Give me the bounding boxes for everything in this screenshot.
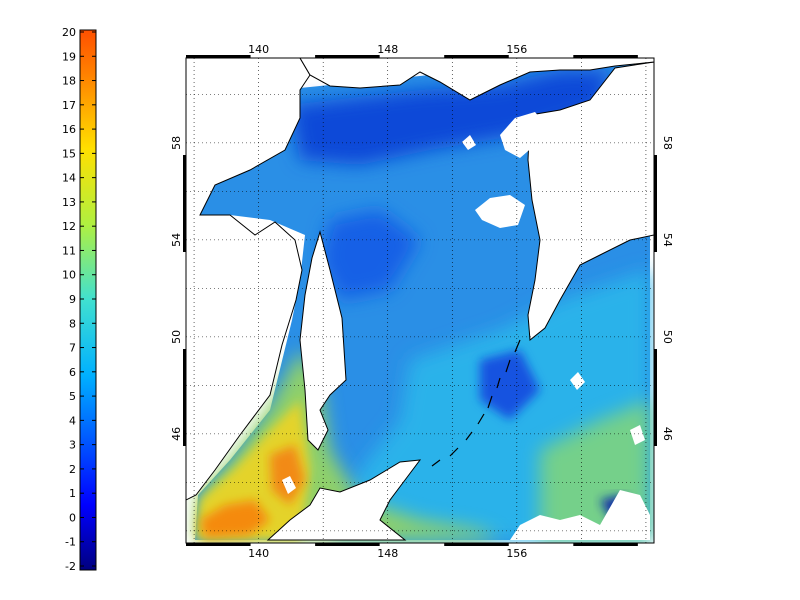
lat-label-right: 58 <box>661 136 674 150</box>
frame-segment <box>573 55 638 58</box>
frame-segment <box>654 155 657 252</box>
lon-label-bottom: 156 <box>506 547 527 560</box>
colorbar-tick-label: 1 <box>69 487 76 500</box>
colorbar-tick-label: -1 <box>65 536 76 549</box>
colorbar-tick-label: 2 <box>69 463 76 476</box>
lon-label-bottom: 148 <box>377 547 398 560</box>
ocean-cold-kuril <box>480 350 540 420</box>
colorbar-tick-label: 18 <box>62 75 76 88</box>
map-frame <box>185 57 655 544</box>
missing-data <box>282 112 650 540</box>
kuril-islands <box>431 339 521 467</box>
sst-field <box>186 58 654 543</box>
lon-label-top: 148 <box>377 43 398 56</box>
colorbar-tick-label: 0 <box>69 511 76 524</box>
map-panel: 140 140 148 148 156 156 58 58 54 54 50 50 46 46 <box>170 43 674 560</box>
lon-label-top: 156 <box>506 43 527 56</box>
hokkaido <box>266 459 422 541</box>
colorbar-tick-label: 14 <box>62 172 76 185</box>
ocean-yellow <box>196 400 310 540</box>
lat-label-right: 50 <box>661 330 674 344</box>
colorbar-tick-label: 6 <box>69 366 76 379</box>
land <box>186 58 654 541</box>
frame-segment <box>186 55 251 58</box>
colorbar-tick-label: 17 <box>62 99 76 112</box>
colorbar-tick-label: 11 <box>62 244 76 257</box>
colorbar-ramp <box>79 29 97 571</box>
lat-label-right: 46 <box>661 427 674 441</box>
ocean-cold-center <box>320 210 420 300</box>
colorbar-tick-label: 4 <box>69 414 76 427</box>
ocean-orange-1 <box>200 500 270 538</box>
lat-label-left: 46 <box>170 427 183 441</box>
colorbar-tick-label: 7 <box>69 342 76 355</box>
colorbar-tick-label: 13 <box>62 196 76 209</box>
gridlines <box>186 58 654 543</box>
colorbar-tick-label: 10 <box>62 269 76 282</box>
colorbar-tick-label: 12 <box>62 220 76 233</box>
axis-labels: 140 140 148 148 156 156 58 58 54 54 50 50 46 46 <box>170 43 674 560</box>
north-coast <box>299 58 654 101</box>
frame-segment <box>183 155 186 252</box>
lon-label-bottom: 140 <box>248 547 269 560</box>
ocean-cold-north <box>290 70 610 165</box>
colorbar-tick-label: 3 <box>69 439 76 452</box>
mainland-asia <box>186 58 311 501</box>
sakhalin <box>299 230 347 451</box>
lat-label-left: 58 <box>170 136 183 150</box>
colorbar-tick-label: 16 <box>62 123 76 136</box>
colorbar-tick-label: 8 <box>69 317 76 330</box>
colorbar-tick-label: 9 <box>69 293 76 306</box>
colorbar-tick-label: 19 <box>62 50 76 63</box>
frame-segment <box>573 543 638 546</box>
lon-label-top: 140 <box>248 43 269 56</box>
lat-label-left: 50 <box>170 330 183 344</box>
frame-segment <box>186 543 251 546</box>
frame-segment <box>444 55 509 58</box>
kamchatka <box>527 61 654 341</box>
frame-segment <box>315 543 380 546</box>
frame-segment <box>315 55 380 58</box>
lat-label-right: 54 <box>661 233 674 247</box>
map-border-ticks <box>183 55 657 546</box>
frame-segment <box>444 543 509 546</box>
frame-segment <box>183 349 186 446</box>
colorbar-tick-label: 15 <box>62 147 76 160</box>
colorbar-tick-label: 5 <box>69 390 76 403</box>
lat-label-left: 54 <box>170 233 183 247</box>
colorbar-tick-label: 20 <box>62 26 76 39</box>
colorbar-tick-label: -2 <box>65 560 76 573</box>
frame-segment <box>654 349 657 446</box>
ocean-orange-2 <box>270 445 305 505</box>
